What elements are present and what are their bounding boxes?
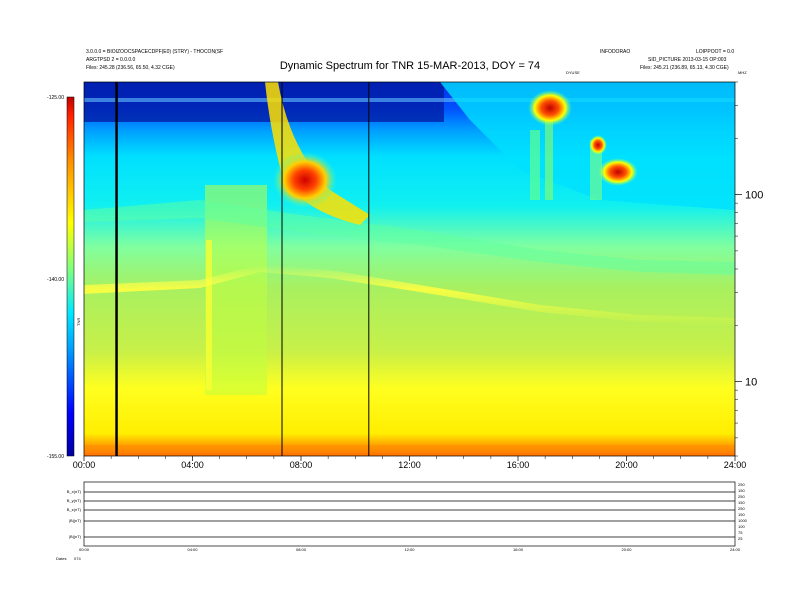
bottom-x-tick-label: 24:00 [730, 547, 741, 552]
bottom-row-label: |B|(nT) [69, 534, 82, 539]
yellow-transition-band [84, 265, 735, 326]
header-left-line3: Files: 245.28 (236.56, 65.50, 4.32 CGE) [86, 65, 175, 71]
bottom-right-tick: 150 [738, 512, 745, 517]
x-tick-label: 00:00 [73, 460, 96, 470]
emission-spot-1 [528, 90, 572, 126]
colorbar [66, 96, 75, 457]
header-right-small: DYUSE [566, 70, 580, 75]
colorbar-ticks: -125.00 -140.00 -155.00 TNR [47, 95, 81, 460]
footer-label: Dates [56, 556, 66, 561]
bottom-panel-x-axis: 00:00 04:00 08:00 12:00 16:00 20:00 24:00 [79, 547, 741, 552]
x-tick-label: 04:00 [181, 460, 204, 470]
bottom-right-tick: 250 [738, 506, 745, 511]
green-column-1 [530, 130, 540, 200]
x-tick-label: 24:00 [724, 460, 747, 470]
bottom-orange-strip [84, 445, 735, 456]
header-right-line1: INFODORAO [600, 49, 630, 55]
colorbar-label: TNR [76, 318, 81, 326]
cyan-green-boundary [84, 200, 735, 275]
header-left-line2: ARGTPSD 2 = 0.0.0.0 [86, 57, 136, 63]
footer-value: 074 [74, 556, 81, 561]
header-left-line1: 3.0.0.0 = BIOIZOOCSPACECDPF(E0) (STRY) -… [86, 49, 223, 55]
chart-title: Dynamic Spectrum for TNR 15-MAR-2013, DO… [280, 60, 540, 72]
green-column-3 [590, 140, 602, 200]
colorbar-tick-bottom: -155.00 [47, 454, 64, 460]
bottom-row-label: |B|(nT) [69, 518, 82, 523]
x-axis: 00:00 04:00 08:00 12:00 16:00 20:00 24:00 [73, 456, 747, 470]
bottom-panel-rows: B_x(nT)B_y(nT)B_z(nT)|B|(nT)|B|(nT)25015… [67, 482, 748, 541]
burst-core [273, 152, 337, 208]
emission-spot-3 [598, 158, 638, 186]
header-right-corner: MHZ [738, 70, 747, 75]
y-tick-label: 100 [745, 190, 763, 202]
bottom-x-tick-label: 12:00 [404, 547, 415, 552]
bottom-panel: B_x(nT)B_y(nT)B_z(nT)|B|(nT)|B|(nT)25015… [56, 481, 748, 561]
green-column-2 [545, 120, 553, 200]
colorbar-tick-mid: -140.00 [47, 277, 64, 283]
bottom-right-tick: 1000 [738, 518, 748, 523]
bottom-row-label: B_x(nT) [67, 489, 82, 494]
x-tick-label: 16:00 [507, 460, 530, 470]
y-tick-label: 10 [745, 377, 757, 389]
bottom-right-tick: 150 [738, 488, 745, 493]
top-band-stripe [84, 98, 735, 102]
colorbar-tick-top: -125.00 [47, 95, 64, 101]
bottom-right-tick: 25 [738, 536, 743, 541]
vertical-markers [115, 82, 370, 456]
bottom-right-tick: 100 [738, 524, 745, 529]
bottom-x-tick-label: 16:00 [513, 547, 524, 552]
bottom-right-tick: 75 [738, 530, 743, 535]
bottom-x-tick-label: 08:00 [296, 547, 307, 552]
header-right-line1b: LOIPPOOT = 0.0 [696, 49, 734, 55]
spectrogram [84, 82, 735, 456]
bottom-row-label: B_z(nT) [67, 507, 82, 512]
x-tick-label: 12:00 [398, 460, 421, 470]
bottom-row-label: B_y(nT) [67, 498, 82, 503]
header-right-line2: SID_PICTURE 2013-03-15 OP:003 [648, 57, 727, 63]
bottom-x-tick-label: 04:00 [187, 547, 198, 552]
bottom-panel-frame [83, 481, 736, 547]
bottom-right-tick: 250 [738, 482, 745, 487]
bottom-right-tick: 150 [738, 500, 745, 505]
x-tick-label: 20:00 [615, 460, 638, 470]
x-tick-label: 08:00 [290, 460, 313, 470]
bottom-x-tick-label: 00:00 [79, 547, 90, 552]
header-right-line3: Files: 245.21 (236.89, 65.13, 4.30 CGE) [640, 65, 729, 71]
bottom-x-tick-label: 20:00 [621, 547, 632, 552]
upper-right-cyan [440, 82, 735, 210]
y-axis-right: 10 100 [735, 81, 763, 457]
bottom-right-tick: 250 [738, 494, 745, 499]
emission-spot-2 [589, 135, 607, 155]
disturbed-region-edge [206, 240, 212, 390]
